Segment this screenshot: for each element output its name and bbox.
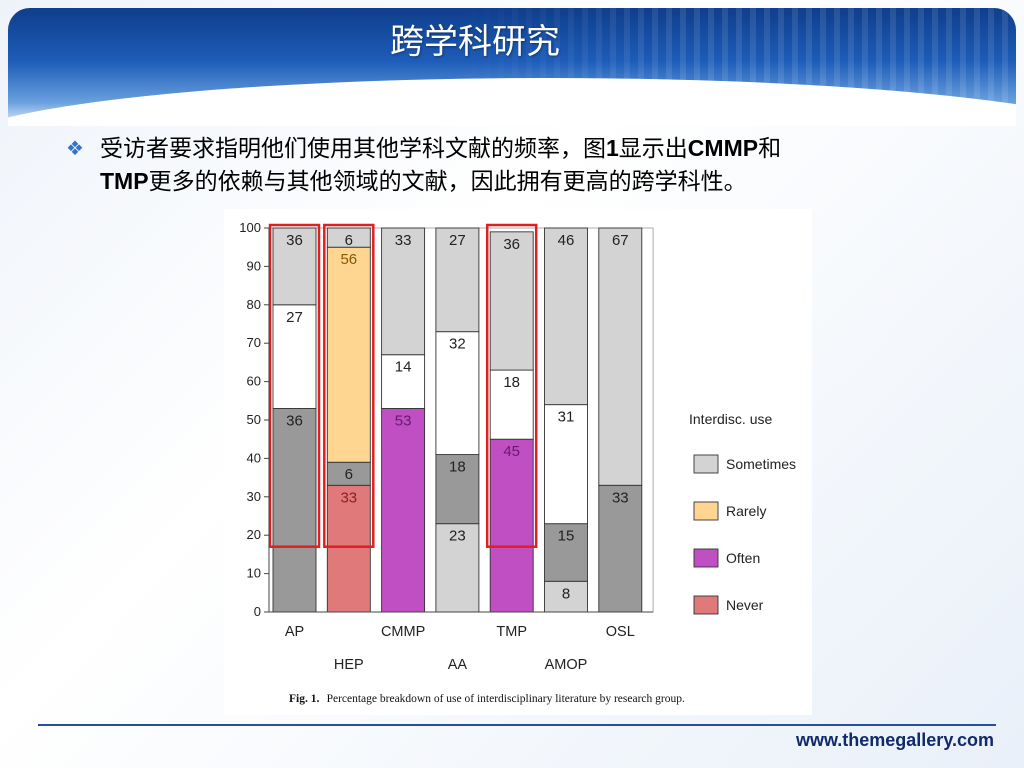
y-tick-label: 70 <box>247 335 261 350</box>
footer-url: www.themegallery.com <box>795 730 994 750</box>
bar-segment-cmmp <box>381 408 426 613</box>
bullet-line1-post: 和 <box>758 136 782 162</box>
segment-value-label: 33 <box>340 489 357 506</box>
slide-title: 跨学科研究 <box>390 22 560 62</box>
bar-segment-ap <box>272 304 317 409</box>
highlight-box-hep <box>323 223 375 548</box>
bullet-line1-num: 1 <box>606 135 619 161</box>
bar-segment-aa <box>435 227 480 333</box>
bullet-line1-pre: 受访者要求指明他们使用其他学科文献的频率，图 <box>100 136 606 162</box>
footer-divider <box>38 724 996 726</box>
segment-value-label: 36 <box>286 412 303 429</box>
legend-title: Interdisc. use <box>689 411 772 427</box>
highlight-box-tmp <box>485 223 538 548</box>
segment-value-label: 33 <box>612 489 629 506</box>
y-tick-label: 80 <box>247 297 261 312</box>
segment-value-label: 36 <box>503 236 520 253</box>
legend-label: Never <box>726 597 764 613</box>
segment-value-label: 33 <box>395 232 412 249</box>
chart-caption: Fig. 1. Percentage breakdown of use of i… <box>289 693 685 705</box>
legend-label: Often <box>726 550 760 566</box>
segment-value-label: 6 <box>345 466 353 483</box>
legend-swatch-never <box>693 595 719 615</box>
bar-segment-ap <box>272 546 317 613</box>
stacked-bar-chart: 36 27 36 33 6 56 6 53 14 33 23 18 32 27 45 18 36 8 15 31 46 3… <box>239 220 796 705</box>
x-category-label: AP <box>285 624 304 640</box>
segment-value-label: 32 <box>449 336 466 353</box>
segment-value-label: 67 <box>612 232 629 249</box>
bar-segment-hep <box>326 484 371 613</box>
y-tick-label: 100 <box>239 220 261 235</box>
legend-label: Sometimes <box>726 456 796 472</box>
legend-label: Rarely <box>726 503 766 519</box>
segment-value-label: 6 <box>345 232 353 249</box>
bar-segment-aa <box>435 523 480 613</box>
bar-segment-cmmp <box>381 227 426 356</box>
bar-segment-tmp <box>489 438 534 613</box>
segment-value-label: 36 <box>286 232 303 249</box>
caption-label: Fig. 1. <box>289 693 319 705</box>
y-tick-label: 20 <box>247 527 261 542</box>
bar-segment-hep <box>326 246 371 463</box>
segment-value-label: 14 <box>395 359 412 376</box>
x-category-label: OSL <box>606 624 635 640</box>
bar-segment-osl <box>598 227 643 486</box>
legend-swatch-sometimes <box>693 454 719 474</box>
bar-segment-amop <box>544 523 588 582</box>
segment-value-label: 45 <box>503 443 520 460</box>
segment-value-label: 46 <box>558 232 575 249</box>
bullet-line1-bold: CMMP <box>687 135 759 161</box>
x-category-label: TMP <box>496 624 527 640</box>
y-tick-label: 60 <box>247 374 261 389</box>
y-tick-label: 50 <box>247 412 261 427</box>
diamond-bullet-icon: ❖ <box>66 138 84 160</box>
bar-segment-ap <box>272 408 317 548</box>
x-category-label: AA <box>448 657 468 673</box>
x-category-label: CMMP <box>381 624 425 640</box>
bar-segment-amop <box>544 227 588 406</box>
segment-value-label: 53 <box>395 412 412 429</box>
x-category-label: AMOP <box>545 657 588 673</box>
bar-segment-osl <box>598 484 643 613</box>
segment-value-label: 15 <box>558 528 575 545</box>
segment-value-label: 31 <box>558 409 575 426</box>
bar-segment-aa <box>435 331 480 456</box>
segment-value-label: 56 <box>340 251 357 268</box>
bar-segment-ap <box>272 227 317 306</box>
y-tick-label: 40 <box>247 450 261 465</box>
legend-swatch-often <box>693 548 719 568</box>
y-tick-label: 30 <box>247 489 261 504</box>
bar-segment-tmp <box>489 231 534 371</box>
segment-value-label: 18 <box>503 374 520 391</box>
x-category-label: HEP <box>334 657 364 673</box>
y-tick-label: 10 <box>247 566 261 581</box>
y-tick-label: 90 <box>247 258 261 273</box>
segment-value-label: 27 <box>286 309 303 326</box>
bar-segment-amop <box>544 404 588 525</box>
bar-segment-hep <box>326 227 371 248</box>
highlight-box-ap <box>268 223 321 548</box>
chart-card: 36 27 36 33 6 56 6 53 14 33 23 18 32 27 45 18 36 8 15 31 46 3… <box>224 209 812 715</box>
legend-swatch-rarely <box>693 501 719 521</box>
segment-value-label: 8 <box>562 585 570 602</box>
bar-segment-aa <box>435 454 480 525</box>
caption-text: Percentage breakdown of use of interdisc… <box>327 693 685 705</box>
segment-value-label: 18 <box>449 459 466 476</box>
segment-value-label: 27 <box>449 232 466 249</box>
bullet-line2-post: 更多的依赖与其他领域的文献，因此拥有更高的跨学科性。 <box>148 169 747 195</box>
bullet-text: 受访者要求指明他们使用其他学科文献的频率，图1显示出CMMP和 TMP更多的依赖… <box>100 132 966 198</box>
y-tick-label: 0 <box>254 604 261 619</box>
bullet-line1-mid: 显示出 <box>618 136 688 162</box>
segment-value-label: 23 <box>449 528 466 545</box>
slide-header-banner <box>8 8 1016 126</box>
bullet-line2-bold: TMP <box>100 168 149 194</box>
